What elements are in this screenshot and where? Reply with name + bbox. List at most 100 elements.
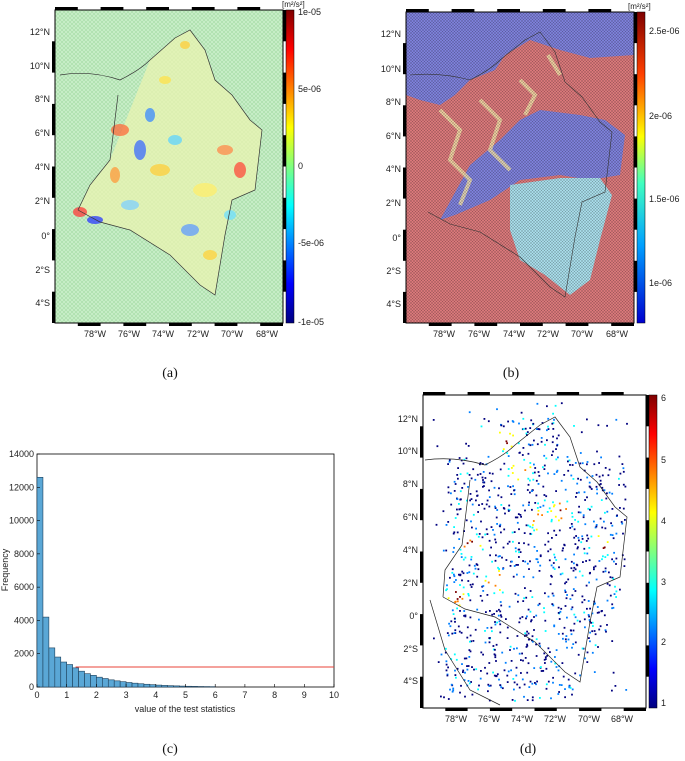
panel-d-point: [533, 629, 535, 631]
panel-d-point: [432, 419, 435, 421]
panel-d-point: [565, 581, 568, 583]
panel-d-point: [527, 477, 530, 480]
frame-dash: [52, 41, 55, 73]
panel-d-point: [550, 510, 553, 512]
panel-d-point: [531, 635, 534, 638]
panel-d-point: [480, 425, 483, 428]
panel-d-point: [525, 646, 528, 648]
panel-d-point: [578, 570, 581, 573]
panel-d-point: [445, 549, 448, 552]
panel-d-point: [449, 625, 452, 628]
panel-d-point: [544, 630, 547, 632]
panel-d-point: [553, 529, 556, 532]
panel-d-point: [603, 489, 606, 492]
panel-d-point: [497, 566, 499, 569]
panel-d-point: [573, 536, 576, 539]
panel-d-point: [469, 640, 471, 643]
panel-d-point: [581, 601, 584, 604]
panel-d-point: [599, 625, 602, 628]
panel-d-point: [611, 558, 613, 561]
panel-d-point: [492, 645, 495, 647]
panel-d-point: [601, 474, 604, 477]
panel-d-point: [462, 462, 465, 465]
panel-d-point: [463, 610, 466, 612]
lat-tick-label: 4°N: [403, 545, 418, 555]
panel-d-point: [598, 560, 601, 562]
panel-d-point: [499, 601, 502, 603]
colorbar-tick-label: 1e-05: [298, 7, 321, 17]
panel-d-point: [509, 565, 512, 567]
panel-d-point: [500, 615, 503, 618]
panel-d-point: [451, 571, 454, 574]
frame-dash: [634, 136, 637, 168]
panel-d-point: [474, 628, 477, 631]
panel-d-point: [517, 594, 520, 597]
panel-d-point: [535, 528, 538, 531]
x-tick-label: 0: [34, 690, 39, 700]
panel-d-point: [579, 462, 582, 465]
panel-d-point: [562, 547, 564, 550]
panel-d-point: [485, 575, 488, 578]
panel-d-point: [623, 558, 626, 561]
panel-d-point: [577, 477, 579, 480]
panel-d-point: [560, 607, 563, 610]
panel-d-point: [451, 690, 454, 693]
panel-d-point: [566, 646, 568, 649]
panel-d-point: [612, 671, 615, 674]
panel-d-point: [456, 667, 459, 670]
panel-d-point: [606, 424, 608, 427]
panel-d-point: [586, 552, 589, 555]
panel-d-point: [537, 502, 539, 505]
histogram-bar: [90, 675, 97, 688]
panel-d-point: [526, 615, 528, 618]
panel-d-point: [586, 476, 589, 479]
panel-d-point: [448, 460, 451, 463]
panel-d-point: [535, 655, 538, 657]
panel-d-point: [463, 679, 466, 681]
panel-d-point: [437, 661, 440, 663]
panel-d-point: [485, 528, 488, 531]
panel-d-point: [495, 675, 498, 677]
lat-tick-label: 6°N: [386, 131, 401, 141]
panel-d-point: [531, 443, 534, 446]
frame-dash: [420, 426, 423, 458]
panel-d-point: [546, 429, 548, 432]
panel-d-point: [496, 673, 499, 676]
panel-d-point: [522, 560, 524, 562]
panel-d-point: [608, 584, 611, 587]
panel-d-point: [583, 618, 586, 621]
panel-d-point: [567, 638, 570, 641]
colorbar-tick-label: 0: [298, 161, 303, 171]
panel-d-point: [518, 652, 521, 655]
panel-d-point: [456, 474, 459, 476]
panel-d-point: [445, 669, 448, 672]
lon-tick-label: 76°W: [468, 329, 491, 339]
panel-d-point: [488, 685, 491, 687]
panel-d-point: [461, 597, 464, 600]
panel-d-point: [458, 573, 460, 576]
panel-d-point: [543, 468, 546, 470]
panel-d-point: [513, 531, 516, 533]
panel-d-point: [553, 504, 556, 506]
panel-d-point: [596, 492, 598, 495]
panel-d-point: [557, 434, 560, 437]
panel-d-point: [611, 689, 613, 692]
panel-d-point: [449, 688, 451, 691]
y-tick-label: 12000: [9, 482, 34, 492]
lat-tick-label: 8°N: [403, 479, 418, 489]
panel-d-point: [489, 554, 491, 557]
panel-d-point: [579, 452, 582, 454]
panel-d-point: [445, 647, 447, 650]
panel-d-point: [550, 520, 553, 523]
panel-d-point: [527, 524, 530, 527]
panel-d-point: [463, 545, 466, 548]
panel-d-point: [509, 486, 512, 488]
panel-d-point: [486, 627, 489, 629]
panel-d-point: [594, 644, 597, 647]
panel-d-point: [625, 689, 628, 691]
panel-d-point: [460, 684, 462, 687]
panel-d-point: [525, 617, 527, 620]
panel-d-point: [526, 699, 529, 701]
panel-d-point: [481, 536, 484, 539]
lat-tick-label: 10°N: [398, 446, 418, 456]
